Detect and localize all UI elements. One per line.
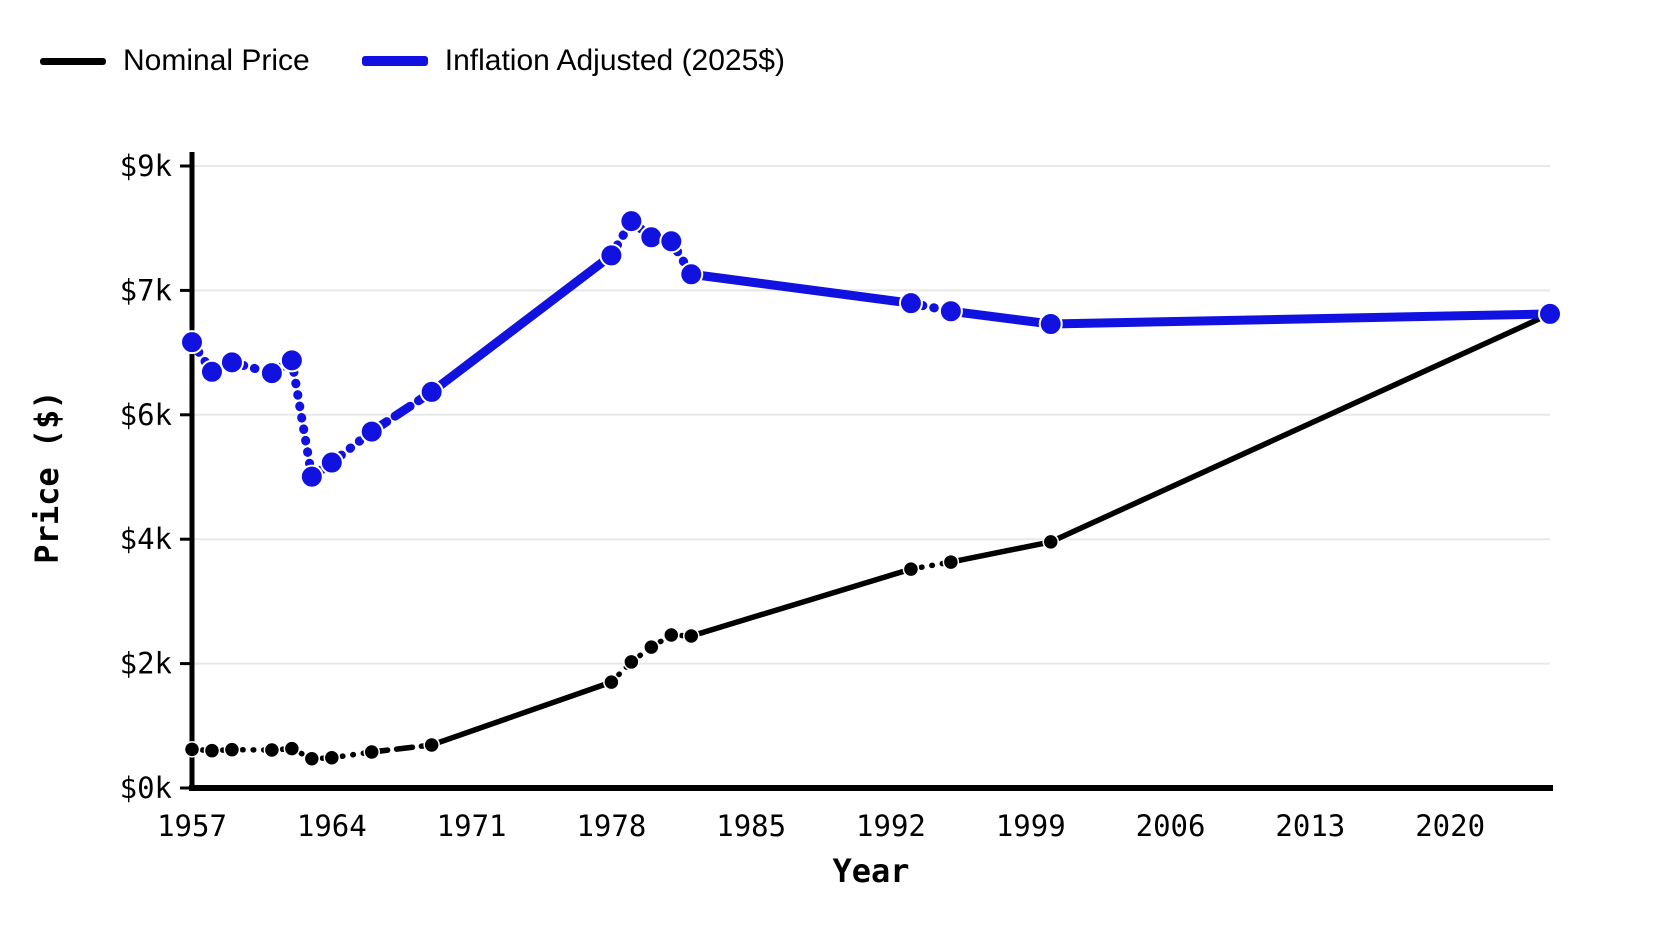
series-line-segment xyxy=(948,539,1054,565)
data-point-marker xyxy=(1038,312,1063,337)
data-point-marker xyxy=(283,740,301,757)
data-point-marker xyxy=(423,736,440,754)
y-tick-label: $6k xyxy=(120,398,173,432)
data-point-marker xyxy=(259,361,284,386)
series-line-segment xyxy=(946,306,1056,329)
x-tick-label: 1971 xyxy=(437,809,507,843)
data-point-marker xyxy=(203,742,221,759)
data-point-marker xyxy=(898,291,923,316)
data-point-marker xyxy=(303,750,321,767)
y-axis-title: Price ($) xyxy=(28,390,66,563)
data-point-marker xyxy=(359,419,384,444)
x-tick-label: 2013 xyxy=(1275,809,1345,843)
data-point-marker xyxy=(599,243,624,268)
data-point-marker xyxy=(279,348,304,373)
x-tick-label: 1992 xyxy=(856,809,926,843)
data-point-marker xyxy=(183,741,201,758)
legend-label-adjusted: Inflation Adjusted (2025$) xyxy=(444,44,785,77)
data-point-marker xyxy=(219,350,244,375)
data-point-marker xyxy=(299,464,324,489)
adjusted-line-swatch xyxy=(361,56,428,66)
data-point-marker xyxy=(223,741,241,758)
data-point-marker xyxy=(363,743,380,761)
data-point-marker xyxy=(902,560,920,578)
series-line-segment xyxy=(287,355,317,482)
data-point-marker xyxy=(419,379,444,404)
data-point-marker xyxy=(623,653,640,671)
data-point-marker xyxy=(319,450,344,475)
data-point-marker xyxy=(683,627,700,645)
series-line-segment xyxy=(368,742,435,755)
data-point-marker xyxy=(938,299,963,324)
data-point-marker xyxy=(643,638,660,656)
data-point-marker xyxy=(1538,301,1562,326)
x-tick-label: 1978 xyxy=(576,809,646,843)
data-point-marker xyxy=(639,225,664,250)
data-point-marker xyxy=(323,749,341,766)
x-axis-title: Year xyxy=(832,852,909,890)
legend: Nominal Price Inflation Adjusted (2025$) xyxy=(40,44,785,78)
data-point-marker xyxy=(180,330,204,355)
series-line-segment xyxy=(686,269,916,308)
data-point-marker xyxy=(679,262,704,287)
x-tick-label: 1964 xyxy=(297,809,367,843)
x-tick-label: 1985 xyxy=(716,809,786,843)
series-line-segment xyxy=(1046,309,1555,329)
series-line-segment xyxy=(427,250,616,397)
y-tick-label: $2k xyxy=(120,647,173,681)
nominal-line-swatch xyxy=(40,57,106,65)
data-point-marker xyxy=(603,673,620,691)
series-line-segment xyxy=(1047,311,1553,545)
y-tick-label: $7k xyxy=(120,273,173,307)
y-tick-label: $0k xyxy=(120,771,173,805)
x-tick-label: 1999 xyxy=(996,809,1066,843)
y-tick-label: $9k xyxy=(120,149,173,183)
data-point-marker xyxy=(199,359,224,384)
data-point-marker xyxy=(663,626,680,644)
legend-item-adjusted: Inflation Adjusted (2025$) xyxy=(361,44,785,78)
data-point-marker xyxy=(619,209,644,234)
data-point-marker xyxy=(659,229,684,254)
legend-label-nominal: Nominal Price xyxy=(123,44,310,77)
series-line-segment xyxy=(688,566,914,639)
y-tick-label: $4k xyxy=(120,522,173,556)
data-point-marker xyxy=(1042,533,1059,551)
data-point-marker xyxy=(942,553,960,571)
x-tick-label: 1957 xyxy=(157,809,227,843)
series-line-segment xyxy=(428,679,615,748)
legend-item-nominal: Nominal Price xyxy=(40,44,310,78)
x-tick-label: 2020 xyxy=(1415,809,1485,843)
x-tick-label: 2006 xyxy=(1136,809,1206,843)
data-point-marker xyxy=(263,741,281,759)
